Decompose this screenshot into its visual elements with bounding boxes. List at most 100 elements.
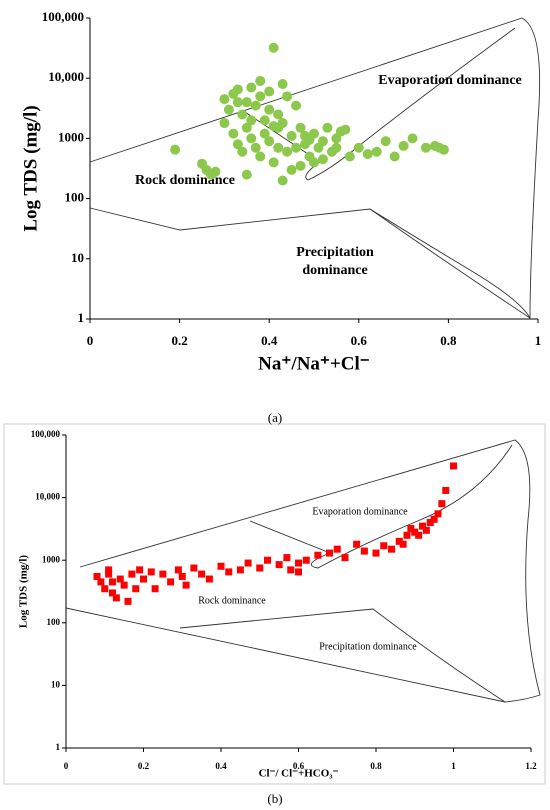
point bbox=[353, 540, 361, 548]
point bbox=[302, 556, 310, 564]
point bbox=[282, 91, 293, 102]
point bbox=[268, 42, 279, 53]
y-tick-label: 10,000 bbox=[48, 69, 84, 84]
point bbox=[259, 115, 270, 126]
point bbox=[223, 104, 234, 115]
point bbox=[268, 157, 279, 168]
point bbox=[167, 578, 175, 586]
point bbox=[159, 570, 167, 578]
y-axis-label: Log TDS (mg/l) bbox=[18, 555, 30, 628]
y-tick-label: 100,000 bbox=[31, 429, 61, 439]
point bbox=[326, 549, 333, 557]
point bbox=[120, 581, 128, 589]
point bbox=[317, 154, 328, 165]
point bbox=[246, 82, 257, 93]
point bbox=[362, 149, 373, 160]
point bbox=[205, 575, 213, 583]
point bbox=[241, 169, 252, 180]
point bbox=[353, 142, 364, 153]
x-tick-label: 0.2 bbox=[171, 333, 187, 348]
x-tick-label: 0.6 bbox=[351, 333, 368, 348]
region-label: Rock dominance bbox=[135, 173, 235, 188]
y-tick-label: 10 bbox=[71, 250, 84, 265]
point bbox=[389, 151, 400, 162]
point bbox=[275, 561, 283, 569]
point bbox=[109, 578, 116, 586]
point bbox=[210, 166, 221, 177]
point bbox=[241, 122, 252, 133]
x-axis-label: Cl⁻/ Cl⁻+HCO₃⁻ bbox=[259, 768, 339, 780]
point bbox=[136, 566, 144, 574]
point bbox=[264, 136, 275, 147]
point bbox=[237, 146, 248, 157]
point bbox=[287, 566, 295, 574]
point bbox=[225, 568, 233, 576]
y-tick-label: 1 bbox=[78, 310, 85, 325]
point bbox=[178, 572, 186, 580]
point bbox=[273, 109, 284, 120]
point bbox=[273, 142, 284, 153]
caption: (a) bbox=[268, 410, 282, 425]
point bbox=[277, 79, 288, 90]
point bbox=[395, 537, 403, 545]
point bbox=[277, 118, 288, 129]
point bbox=[434, 510, 442, 518]
point bbox=[282, 146, 293, 157]
point bbox=[112, 594, 120, 602]
point bbox=[236, 566, 244, 574]
x-axis-label: Na⁺/Na⁺+Cl⁻ bbox=[258, 353, 370, 374]
point bbox=[93, 572, 101, 580]
y-tick-label: 100 bbox=[65, 190, 85, 205]
point bbox=[411, 528, 419, 536]
point bbox=[286, 130, 297, 141]
point bbox=[264, 104, 275, 115]
point bbox=[398, 140, 409, 151]
point bbox=[399, 540, 407, 548]
point bbox=[291, 100, 302, 111]
point bbox=[438, 144, 449, 155]
point bbox=[151, 585, 159, 593]
point bbox=[430, 515, 438, 523]
point bbox=[109, 589, 116, 597]
region-label: Evaporation dominance bbox=[312, 506, 408, 517]
panel-frame bbox=[3, 423, 546, 785]
point bbox=[255, 75, 266, 86]
point bbox=[450, 462, 457, 470]
point bbox=[442, 486, 450, 494]
point bbox=[360, 547, 368, 555]
point bbox=[341, 554, 349, 562]
point bbox=[232, 97, 243, 108]
point bbox=[419, 522, 426, 530]
region-label: Evaporation dominance bbox=[378, 73, 522, 88]
point bbox=[264, 86, 275, 97]
boundary-b bbox=[65, 439, 541, 703]
point bbox=[105, 570, 113, 578]
x-tick-label: 1 bbox=[451, 761, 456, 771]
point bbox=[407, 133, 418, 144]
point bbox=[295, 122, 306, 133]
point bbox=[371, 146, 382, 157]
region-label: Precipitation dominance bbox=[319, 641, 417, 652]
point bbox=[101, 585, 109, 593]
point bbox=[174, 566, 182, 574]
x-tick-label: 0.8 bbox=[440, 333, 457, 348]
region-label: Rock dominance bbox=[198, 595, 266, 606]
point bbox=[421, 142, 431, 153]
point bbox=[295, 568, 302, 576]
point bbox=[256, 564, 264, 572]
region-label: Precipitation bbox=[296, 245, 374, 260]
x-tick-label: 0.2 bbox=[138, 761, 150, 771]
point bbox=[331, 142, 342, 153]
point bbox=[259, 128, 270, 139]
point bbox=[422, 526, 430, 534]
point bbox=[283, 554, 291, 562]
point bbox=[333, 545, 341, 553]
point bbox=[128, 570, 136, 578]
point bbox=[250, 142, 261, 153]
point bbox=[147, 568, 155, 576]
x-tick-label: 0 bbox=[64, 761, 69, 771]
x-tick-label: 0.6 bbox=[293, 761, 305, 771]
point bbox=[403, 531, 411, 539]
point bbox=[182, 581, 190, 589]
